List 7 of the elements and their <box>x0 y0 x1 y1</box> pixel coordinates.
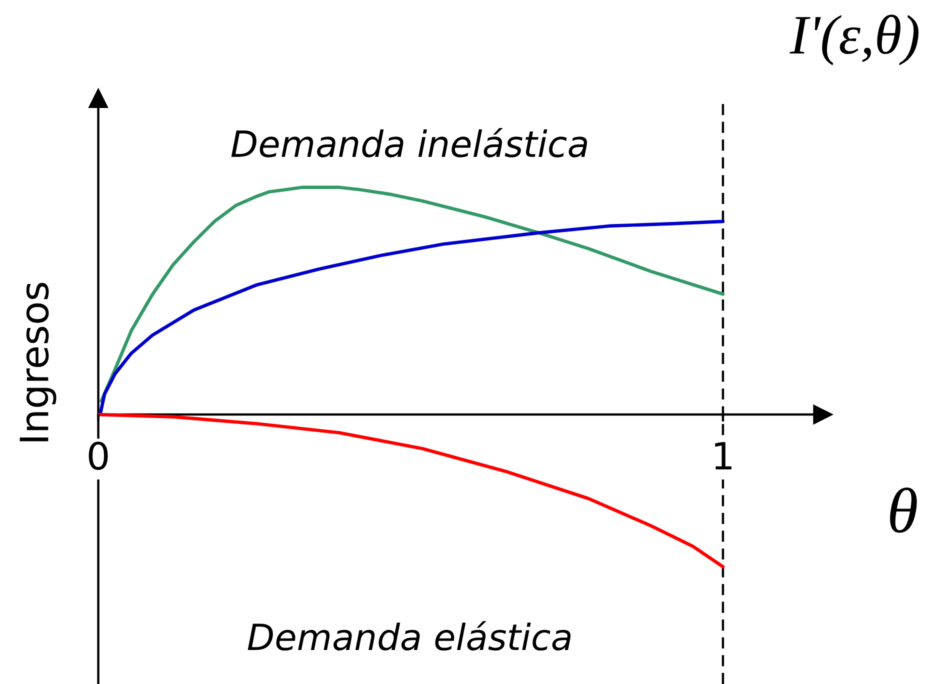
y-axis-title: Ingresos <box>20 282 56 442</box>
text: Demanda elástica <box>248 621 571 651</box>
x-axis-title: θ <box>890 487 917 533</box>
x-tick-label: 0 <box>88 442 108 470</box>
x-tick-label: 1 <box>715 442 732 470</box>
chart-title: I'(ε,θ) <box>790 14 919 66</box>
text: Demanda inelástica <box>231 128 588 158</box>
